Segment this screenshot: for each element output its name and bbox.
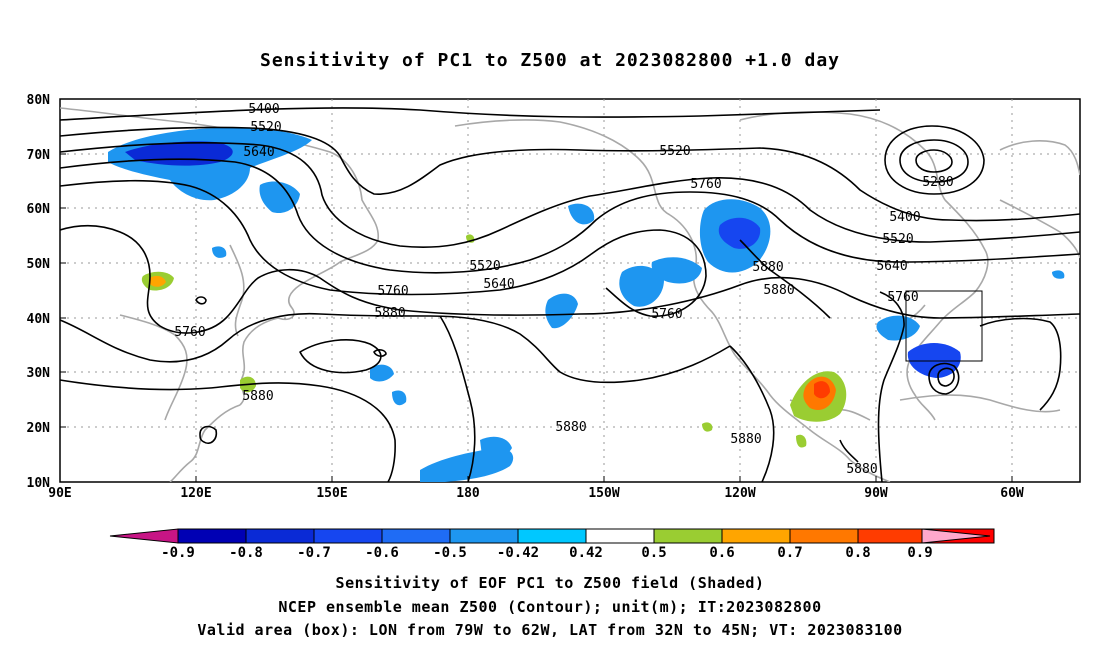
- shade-lightblue-nw: [568, 203, 595, 225]
- shade-lightblue-jp: [212, 246, 227, 258]
- contour-label: 5520: [469, 259, 500, 274]
- contour-label: 5640: [243, 145, 274, 160]
- colorbar-label: -0.6: [365, 545, 399, 560]
- colorbar-label: 0.8: [845, 545, 870, 560]
- shade-blue-npac2: [651, 257, 702, 284]
- contour-label: 5880: [730, 432, 761, 447]
- colorbar-box: [721, 528, 791, 544]
- contour-label: 5520: [659, 144, 690, 159]
- shade-green-spot2: [796, 434, 807, 448]
- lat-label: 80N: [27, 93, 51, 108]
- contour-label: 5760: [377, 284, 408, 299]
- lon-label: 150E: [316, 486, 347, 501]
- lat-label: 50N: [27, 257, 51, 272]
- map-title: Sensitivity of PC1 to Z500 at 2023082800…: [259, 50, 840, 71]
- shade-lightblue-ne: [1052, 270, 1065, 279]
- lon-label: 180: [456, 486, 480, 501]
- lon-label: 120W: [724, 486, 755, 501]
- shade-lightblue-wp2: [392, 390, 407, 406]
- contour-label: 5880: [846, 462, 877, 477]
- contour-label: 5880: [555, 420, 586, 435]
- lon-label: 90E: [48, 486, 71, 501]
- contour-label: 5520: [250, 120, 281, 135]
- contour-label: 5760: [174, 325, 205, 340]
- colorbar-box: [449, 528, 519, 544]
- contour-label: 5280: [922, 175, 953, 190]
- valid-area-box: [905, 290, 983, 362]
- contour-label: 5520: [882, 232, 913, 247]
- colorbar-box: [585, 528, 655, 544]
- shade-green-spot: [702, 422, 713, 432]
- contour-label: 5880: [752, 260, 783, 275]
- lat-label: 10N: [27, 476, 51, 491]
- colorbar-end-low: [109, 528, 179, 544]
- colorbar-label: -0.42: [497, 545, 539, 560]
- colorbar-label: 0.6: [709, 545, 734, 560]
- contour-label: 5400: [889, 210, 920, 225]
- colorbar-box: [857, 528, 927, 544]
- colorbar-box: [789, 528, 859, 544]
- colorbar-label: -0.7: [297, 545, 331, 560]
- colorbar-label: 0.7: [777, 545, 802, 560]
- lat-label: 30N: [27, 366, 51, 381]
- lat-label: 40N: [27, 312, 51, 327]
- sensitivity-map: 5400 5520 5640 5520 5760 5280 5400 5520 …: [27, 93, 1081, 560]
- caption-line-2: NCEP ensemble mean Z500 (Contour); unit(…: [278, 598, 822, 616]
- colorbar-label: 0.9: [907, 545, 932, 560]
- colorbar-box: [653, 528, 723, 544]
- axis-ticks: [60, 98, 1013, 483]
- lat-labels: 80N 70N 60N 50N 40N 30N 20N 10N: [27, 93, 51, 491]
- shade-blue-siberia-2: [259, 181, 300, 214]
- colorbar-box: [313, 528, 383, 544]
- shade-lightblue-wp: [370, 364, 394, 382]
- contour-label: 5400: [248, 102, 279, 117]
- colorbar-box: [177, 528, 247, 544]
- colorbar-label: 0.42: [569, 545, 603, 560]
- lon-labels: 90E 120E 150E 180 150W 120W 90W 60W: [48, 486, 1024, 501]
- colorbar-label: -0.8: [229, 545, 263, 560]
- lat-label: 60N: [27, 202, 51, 217]
- shade-darkorange-mx: [814, 381, 830, 399]
- colorbar-box: [245, 528, 315, 544]
- lon-label: 120E: [180, 486, 211, 501]
- contour-labels: 5400 5520 5640 5520 5760 5280 5400 5520 …: [174, 102, 953, 477]
- lon-label: 150W: [588, 486, 619, 501]
- colorbar-box: [381, 528, 451, 544]
- lon-label: 60W: [1000, 486, 1024, 501]
- colorbar-labels: -0.9 -0.8 -0.7 -0.6 -0.5 -0.42 0.42 0.5 …: [161, 545, 933, 560]
- contour-label: 5640: [483, 277, 514, 292]
- contour-label: 5760: [690, 177, 721, 192]
- colorbar-label: -0.9: [161, 545, 195, 560]
- shade-darkblue-ak: [718, 217, 761, 249]
- lon-label: 90W: [864, 486, 888, 501]
- shade-lightblue-tp2: [480, 436, 512, 459]
- colorbar-label: -0.5: [433, 545, 467, 560]
- colorbar-box: [517, 528, 587, 544]
- contour-label: 5640: [876, 259, 907, 274]
- colorbar: -0.9 -0.8 -0.7 -0.6 -0.5 -0.42 0.42 0.5 …: [109, 528, 995, 560]
- shade-lightblue-ec: [876, 315, 920, 341]
- caption-line-1: Sensitivity of EOF PC1 to Z500 field (Sh…: [335, 574, 765, 592]
- contour-label: 5880: [242, 389, 273, 404]
- contour-label: 5760: [651, 307, 682, 322]
- lat-label: 70N: [27, 148, 51, 163]
- shade-lightblue-c: [545, 293, 578, 329]
- contour-label: 5880: [763, 283, 794, 298]
- lat-label: 20N: [27, 421, 51, 436]
- contour-label: 5760: [887, 290, 918, 305]
- shade-blue-npac: [619, 265, 664, 307]
- z500-contours: [60, 107, 1080, 482]
- colorbar-end-high: [921, 528, 991, 544]
- caption-line-3: Valid area (box): LON from 79W to 62W, L…: [197, 621, 903, 639]
- colorbar-label: 0.5: [641, 545, 666, 560]
- contour-label: 5880: [374, 306, 405, 321]
- shade-orange-china: [150, 275, 166, 287]
